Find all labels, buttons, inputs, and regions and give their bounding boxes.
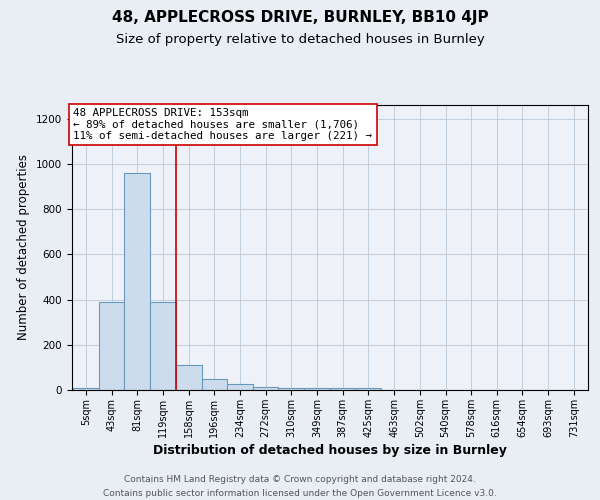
Bar [202,378,227,390]
Bar [304,388,330,390]
Text: Contains HM Land Registry data © Crown copyright and database right 2024.
Contai: Contains HM Land Registry data © Crown c… [103,476,497,498]
Bar [150,302,176,390]
Text: Size of property relative to detached houses in Burnley: Size of property relative to detached ho… [116,32,484,46]
Bar [176,365,202,390]
Y-axis label: Number of detached properties: Number of detached properties [17,154,31,340]
Bar [73,388,99,390]
Bar [99,302,124,390]
Bar [227,384,253,390]
Bar [278,388,304,390]
Text: 48, APPLECROSS DRIVE, BURNLEY, BB10 4JP: 48, APPLECROSS DRIVE, BURNLEY, BB10 4JP [112,10,488,25]
Bar [124,173,150,390]
Bar [253,386,278,390]
Bar [330,388,356,390]
Bar [356,388,381,390]
Text: 48 APPLECROSS DRIVE: 153sqm
← 89% of detached houses are smaller (1,706)
11% of : 48 APPLECROSS DRIVE: 153sqm ← 89% of det… [73,108,373,141]
X-axis label: Distribution of detached houses by size in Burnley: Distribution of detached houses by size … [153,444,507,457]
